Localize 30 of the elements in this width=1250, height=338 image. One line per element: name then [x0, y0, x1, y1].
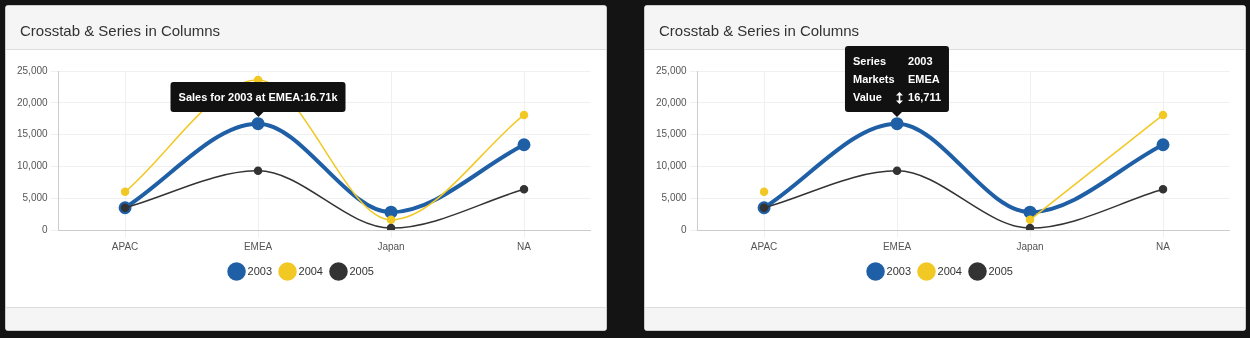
x-tick-label: EMEA [243, 240, 273, 252]
legend-label: 2004 [937, 264, 962, 277]
legend-label: 2003 [886, 264, 912, 277]
chart-title: Crosstab & Series in Columns [645, 6, 1245, 50]
legend-label: 2005 [988, 264, 1013, 277]
y-tick-label: 25,000 [16, 64, 49, 76]
x-tick-label: APAC [111, 240, 139, 252]
y-tick-label: 25,000 [655, 64, 688, 76]
annotation: Series 2003 Markets EMEA Value 16,711 [853, 53, 942, 105]
x-tick-label: NA [517, 240, 532, 252]
x-tick-label: Japan [377, 240, 405, 252]
y-tick-label: 10,000 [16, 160, 49, 172]
x-tick-label: EMEA [882, 240, 912, 252]
y-tick-label: 20,000 [16, 96, 49, 108]
legend-label: 2005 [349, 264, 374, 277]
y-tick-label: 0 [42, 223, 49, 235]
chart-title: Crosstab & Series in Columns [6, 6, 606, 50]
y-tick-label: 10,000 [655, 160, 688, 172]
legend-label: 2004 [298, 264, 323, 277]
y-tick-label: 0 [681, 223, 688, 235]
y-tick-label: 15,000 [655, 128, 688, 140]
y-tick-label: 5,000 [661, 191, 688, 203]
y-tick-label: 20,000 [655, 96, 688, 108]
legend-label: 2003 [247, 264, 273, 277]
y-tick-label: 5,000 [22, 191, 49, 203]
annotation: Sales for 2003 at EMEA:16.71k [178, 89, 338, 105]
x-tick-label: Japan [1016, 240, 1044, 252]
x-tick-label: APAC [750, 240, 778, 252]
x-tick-label: NA [1156, 240, 1171, 252]
y-tick-label: 15,000 [16, 128, 49, 140]
